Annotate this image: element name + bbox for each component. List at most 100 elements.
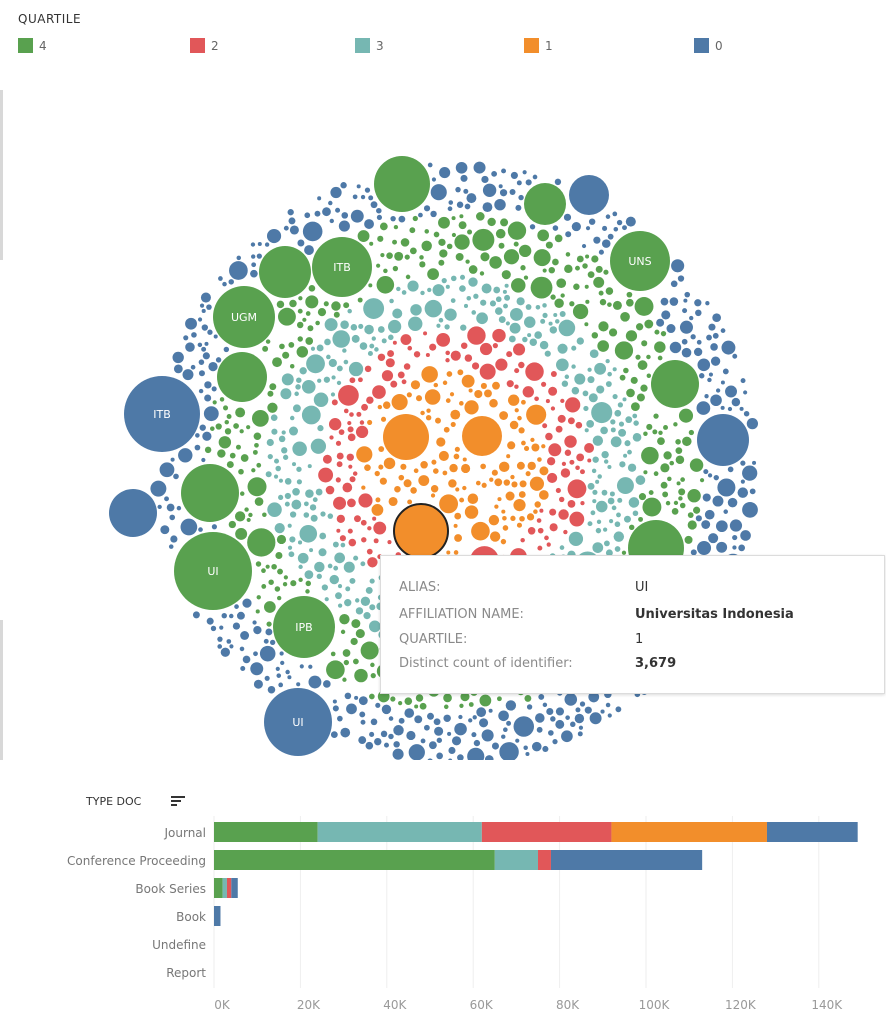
bubble[interactable] [459, 214, 464, 219]
bubble[interactable] [463, 188, 469, 194]
bubble[interactable] [280, 388, 292, 400]
bubble[interactable] [449, 463, 458, 473]
bubble[interactable] [388, 334, 394, 341]
bubble[interactable] [612, 393, 618, 400]
bubble[interactable] [632, 510, 639, 517]
bubble[interactable] [203, 406, 219, 422]
bubble[interactable] [587, 521, 593, 527]
bubble[interactable] [489, 398, 498, 408]
bubble[interactable] [443, 704, 449, 710]
bubble[interactable] [256, 595, 261, 600]
bubble[interactable] [622, 397, 627, 402]
bubble[interactable] [494, 198, 506, 211]
bubble[interactable] [299, 664, 304, 669]
bubble[interactable] [324, 597, 329, 602]
bubble[interactable] [466, 295, 472, 301]
bubble[interactable] [289, 225, 299, 235]
bubble[interactable] [450, 275, 457, 282]
bubble[interactable] [484, 389, 492, 398]
bubble[interactable] [489, 256, 502, 269]
bubble[interactable] [289, 536, 296, 543]
bubble[interactable] [340, 629, 346, 635]
bubble[interactable] [169, 514, 176, 521]
bubble[interactable] [554, 298, 564, 308]
bubble[interactable] [663, 451, 672, 460]
bubble[interactable] [621, 550, 627, 555]
bubble[interactable] [354, 695, 359, 700]
bubble[interactable] [357, 297, 363, 303]
bubble[interactable] [384, 742, 389, 748]
bubble[interactable] [275, 551, 283, 560]
bubble[interactable] [281, 430, 286, 435]
bubble[interactable] [331, 301, 341, 311]
bubble[interactable] [337, 715, 343, 722]
bubble[interactable] [513, 498, 526, 512]
bubble[interactable] [157, 504, 162, 510]
bubble[interactable] [556, 278, 567, 289]
bubble[interactable] [218, 436, 232, 449]
bubble[interactable] [353, 658, 359, 665]
bubble[interactable] [381, 370, 394, 382]
bubble[interactable] [200, 292, 211, 303]
bubble[interactable] [612, 211, 618, 217]
bubble[interactable] [366, 396, 374, 404]
bubble[interactable] [259, 246, 311, 298]
bubble[interactable] [468, 265, 478, 274]
bubble[interactable] [642, 497, 662, 517]
bubble[interactable] [192, 611, 200, 619]
bubble[interactable] [565, 231, 572, 238]
bubble[interactable] [576, 337, 584, 345]
bubble[interactable] [582, 263, 588, 269]
bubble[interactable] [392, 748, 404, 760]
bubble[interactable] [265, 339, 271, 344]
bubble[interactable] [331, 399, 338, 406]
bubble[interactable] [687, 489, 701, 503]
bubble[interactable] [229, 452, 236, 459]
bubble[interactable] [234, 511, 246, 522]
bubble[interactable] [460, 324, 467, 331]
bubble[interactable] [511, 481, 518, 488]
bubble[interactable] [308, 664, 313, 669]
bubble[interactable] [526, 704, 533, 710]
bubble[interactable] [364, 219, 374, 229]
bubble[interactable] [697, 540, 712, 556]
bubble[interactable] [352, 471, 358, 476]
bubble[interactable] [592, 489, 598, 495]
bubble[interactable] [569, 511, 585, 527]
bubble[interactable] [492, 381, 500, 390]
bubble[interactable] [233, 423, 239, 429]
bubble[interactable] [727, 497, 738, 508]
bubble[interactable] [387, 319, 402, 334]
bubble[interactable] [332, 705, 339, 712]
bubble[interactable] [450, 350, 461, 361]
bubble[interactable] [314, 561, 325, 573]
bubble[interactable] [585, 254, 590, 259]
bubble[interactable] [495, 358, 508, 371]
bubble[interactable] [309, 548, 314, 553]
bubble[interactable] [629, 524, 635, 531]
bubble[interactable] [262, 512, 267, 518]
bubble[interactable] [515, 204, 522, 211]
bubble[interactable] [263, 638, 269, 644]
bubble[interactable] [694, 299, 702, 307]
bubble[interactable] [474, 389, 483, 399]
bubble[interactable] [661, 310, 671, 320]
bubble[interactable] [502, 516, 507, 521]
bubble[interactable] [527, 333, 532, 338]
bubble[interactable] [583, 405, 589, 412]
bubble[interactable] [339, 535, 346, 542]
bubble[interactable] [206, 617, 214, 625]
bubble[interactable] [696, 401, 711, 415]
bubble[interactable] [567, 417, 575, 425]
bubble[interactable] [160, 525, 170, 535]
bubble[interactable] [518, 361, 525, 369]
bubble[interactable] [468, 702, 474, 707]
bubble[interactable] [675, 455, 685, 465]
bubble[interactable] [742, 465, 758, 481]
bubble[interactable] [587, 458, 592, 463]
bubble[interactable] [251, 262, 257, 268]
bubble[interactable] [453, 523, 458, 528]
bubble[interactable] [288, 217, 296, 225]
bubble[interactable] [591, 402, 613, 424]
bubble[interactable] [431, 177, 437, 182]
